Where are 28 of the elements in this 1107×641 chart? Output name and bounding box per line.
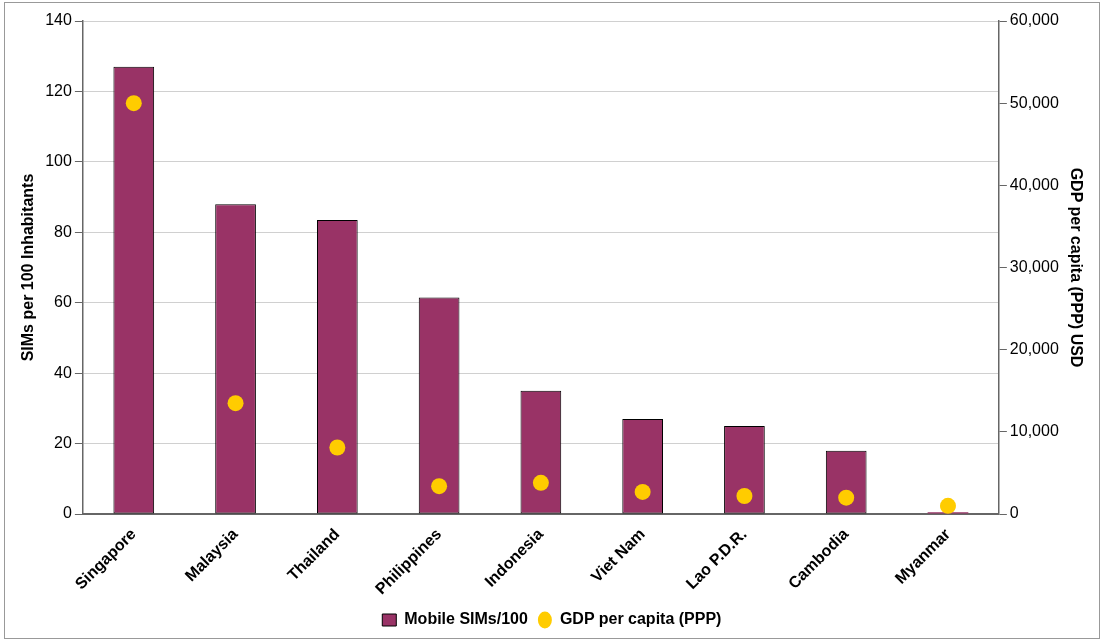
y2-tick-label: 40,000 (1009, 175, 1059, 193)
point (227, 395, 244, 412)
point (736, 488, 753, 504)
point (125, 95, 142, 112)
y2-tick-label: 10,000 (1009, 422, 1059, 440)
y2-tick-label: 60,000 (1009, 11, 1059, 29)
y2-tick-label: 0 (1009, 504, 1019, 522)
y-tick-label: 20 (54, 434, 72, 452)
point (532, 474, 549, 491)
point (634, 483, 651, 500)
y-tick-label: 40 (54, 363, 72, 381)
point (838, 489, 855, 506)
legend-label: GDP per capita (PPP) (559, 610, 722, 628)
y-tick-label: 100 (45, 152, 72, 170)
point (431, 478, 448, 495)
point (329, 439, 346, 456)
point (939, 497, 956, 514)
y2-tick-label: 50,000 (1009, 93, 1059, 111)
y-tick-label: 120 (45, 81, 72, 99)
y2-tick-label: 20,000 (1009, 340, 1059, 358)
y-axis-title: SIMs per 100 Inhabitants (19, 173, 37, 362)
legend-label: Mobile SIMs/100 (404, 610, 528, 628)
y2-axis-title: GDP per capita (PPP) USD (1067, 167, 1085, 368)
y-tick-label: 60 (54, 293, 72, 311)
y2-tick-label: 30,000 (1009, 257, 1059, 275)
y-tick-label: 140 (45, 11, 72, 29)
y-tick-label: 0 (62, 504, 72, 522)
y-tick-label: 80 (54, 222, 72, 240)
